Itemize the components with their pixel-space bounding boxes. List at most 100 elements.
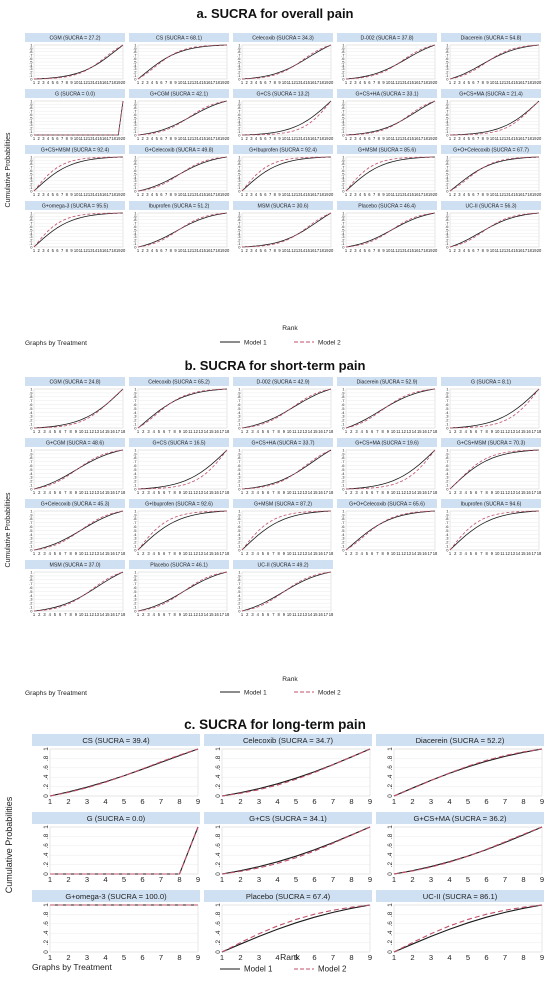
- panel-strip: [129, 89, 229, 98]
- panel: G+CS (SUCRA = 13.2)0.1.2.3.4.5.6.7.8.911…: [233, 89, 334, 141]
- x-tick-label: 8: [66, 136, 69, 141]
- x-tick-label: 4: [463, 248, 466, 253]
- x-tick-label: 16: [422, 490, 427, 495]
- y-tick-label: .8: [341, 161, 345, 166]
- x-tick-label: 8: [382, 490, 385, 495]
- y-tick-label: .1: [237, 422, 241, 427]
- x-tick-label: 10: [79, 429, 84, 434]
- x-tick-label: 15: [409, 80, 414, 85]
- x-tick-label: 12: [291, 248, 296, 253]
- y-tick-label: .4: [133, 231, 137, 236]
- y-tick-label: .9: [29, 451, 33, 456]
- y-tick-label: .3: [133, 597, 137, 602]
- x-tick-label: 4: [153, 429, 156, 434]
- y-tick-label: 1: [238, 154, 241, 159]
- panel-title: G+MSM (SUCRA = 85.6): [358, 148, 416, 154]
- y-tick-label: 0: [134, 486, 137, 491]
- x-tick-label: 3: [147, 612, 150, 617]
- x-tick-label: 9: [368, 875, 372, 884]
- x-tick-label: 3: [147, 490, 150, 495]
- y-tick-label: .4: [237, 119, 241, 124]
- y-tick-label: .8: [133, 516, 137, 521]
- x-tick-label: 19: [116, 192, 121, 197]
- x-tick-label: 14: [308, 612, 313, 617]
- x-tick-label: 4: [257, 490, 260, 495]
- x-tick-label: 4: [275, 875, 279, 884]
- x-tick-label: 5: [158, 429, 161, 434]
- y-tick-label: .2: [29, 540, 33, 545]
- x-tick-label: 7: [477, 248, 480, 253]
- x-tick-label: 12: [291, 80, 296, 85]
- y-tick-label: .1: [341, 483, 345, 488]
- x-tick-label: 4: [255, 192, 258, 197]
- y-tick-label: .5: [29, 115, 33, 120]
- x-tick-label: 8: [349, 797, 353, 806]
- x-tick-label: 7: [331, 875, 335, 884]
- series-model-1: [345, 44, 436, 80]
- panel: D-002 (SUCRA = 37.8)0.1.2.3.4.5.6.7.8.91…: [337, 33, 438, 85]
- x-tick-label: 8: [521, 875, 525, 884]
- y-tick-label: .7: [29, 53, 33, 58]
- x-tick-label: 2: [38, 192, 41, 197]
- x-tick-label: 19: [532, 136, 537, 141]
- x-tick-label: 13: [511, 490, 516, 495]
- x-tick-label: 9: [174, 248, 177, 253]
- x-tick-label: 7: [64, 490, 67, 495]
- y-tick-label: .2: [445, 126, 449, 131]
- x-tick-label: 7: [503, 797, 507, 806]
- x-tick-label: 7: [168, 429, 171, 434]
- x-tick-label: 8: [70, 490, 73, 495]
- y-tick-label: .5: [29, 406, 33, 411]
- series-model-2: [241, 44, 332, 80]
- x-tick-label: 5: [468, 80, 471, 85]
- x-tick-label: 5: [262, 612, 265, 617]
- x-tick-label: 1: [33, 551, 36, 556]
- y-tick-label: .1: [445, 483, 449, 488]
- y-tick-label: .3: [237, 178, 241, 183]
- y-tick-label: .7: [29, 459, 33, 464]
- panel-strip: [441, 33, 541, 42]
- x-tick-label: 20: [537, 192, 542, 197]
- x-tick-label: 9: [491, 490, 494, 495]
- panel-strip: [204, 734, 372, 746]
- y-tick-label: .6: [133, 56, 137, 61]
- x-tick-label: 5: [364, 248, 367, 253]
- x-tick-label: 20: [537, 248, 542, 253]
- chart-title: b. SUCRA for short-term pain: [185, 358, 366, 373]
- y-tick-label: 1: [238, 98, 241, 103]
- x-tick-label: 20: [433, 80, 438, 85]
- x-tick-label: 4: [103, 953, 107, 962]
- x-tick-label: 12: [187, 80, 192, 85]
- x-tick-label: 6: [264, 80, 267, 85]
- x-tick-label: 10: [386, 136, 391, 141]
- plot-area: [221, 748, 371, 797]
- y-tick-label: .5: [445, 467, 449, 472]
- panel-strip: [25, 560, 125, 569]
- x-tick-label: 7: [480, 551, 483, 556]
- x-tick-label: 11: [183, 136, 188, 141]
- y-tick-label: .8: [133, 217, 137, 222]
- y-tick-label: .6: [133, 112, 137, 117]
- x-tick-label: 14: [197, 192, 202, 197]
- x-tick-label: 4: [151, 248, 154, 253]
- y-tick-label: .4: [237, 532, 241, 537]
- panel: Placebo (SUCRA = 67.4)0.2.4.6.811 2 3 4 5 6 7 8…: [204, 890, 372, 962]
- x-tick-label: 5: [366, 490, 369, 495]
- y-tick-label: 1: [446, 386, 449, 391]
- x-tick-label: 11: [391, 248, 396, 253]
- y-tick-label: .3: [341, 536, 345, 541]
- x-tick-label: 6: [312, 797, 316, 806]
- x-tick-label: 6: [59, 429, 62, 434]
- x-tick-label: 16: [526, 490, 531, 495]
- panel-title: UC-II (SUCRA = 86.1): [423, 892, 498, 901]
- x-tick-label: 8: [349, 953, 353, 962]
- series-model-1: [137, 44, 228, 80]
- x-tick-label: 19: [220, 248, 225, 253]
- panel-title: MSM (SUCRA = 37.0): [50, 563, 101, 569]
- x-tick-label: 7: [373, 248, 376, 253]
- x-tick-label: 16: [214, 429, 219, 434]
- y-tick-label: .6: [341, 224, 345, 229]
- x-tick-label: 3: [85, 797, 89, 806]
- x-tick-label: 17: [315, 80, 320, 85]
- x-tick-label: 10: [183, 551, 188, 556]
